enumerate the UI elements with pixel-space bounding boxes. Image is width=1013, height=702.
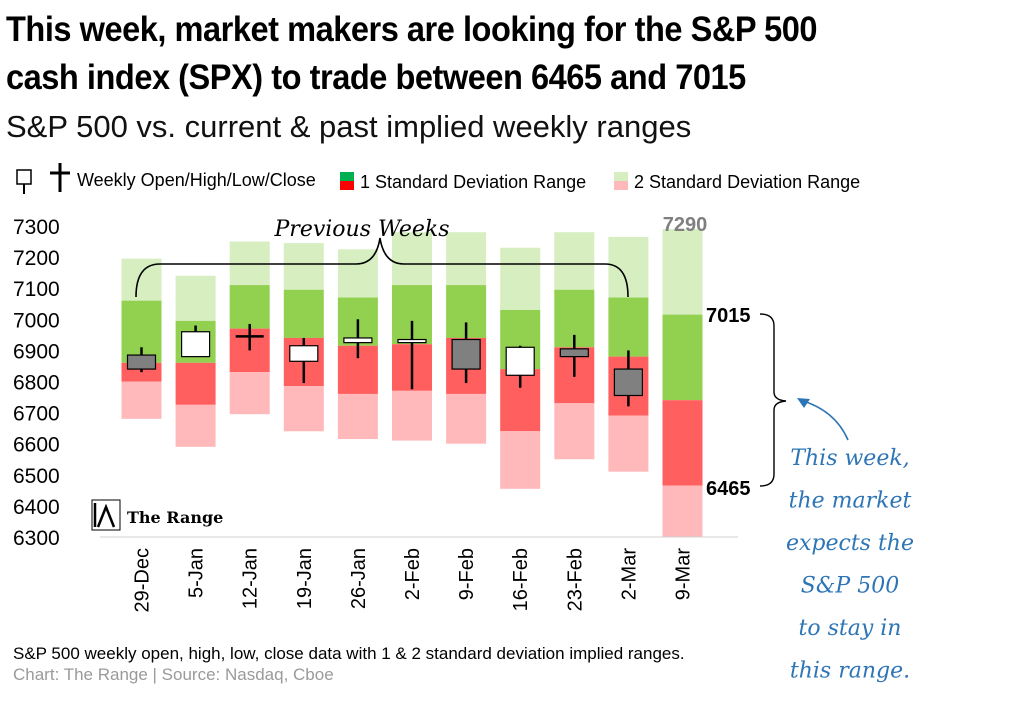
x-tick-label: 12-Jan [240, 548, 262, 609]
candle-body [397, 338, 427, 344]
y-tick-label: 6300 [13, 527, 60, 550]
two-sd-lower-band [554, 403, 595, 460]
two-sd-lower-band [121, 381, 162, 419]
callout-line: the market [789, 489, 912, 514]
one-sd-upper-band [283, 289, 324, 338]
two-sd-upper-band [500, 247, 541, 310]
two-sd-lower-band [608, 415, 649, 472]
x-tick-label: 19-Jan [294, 548, 316, 609]
sd1-legend-swatch [340, 172, 354, 190]
two-sd-upper-band [554, 232, 595, 290]
one-sd-lower-band [662, 400, 703, 486]
two-sd-lower-band [500, 431, 541, 489]
y-axis: 7300 7200 7100 7000 6900 6800 6700 6600 6500 6400… [13, 216, 60, 550]
x-tick-label: 9-Mar [673, 548, 695, 601]
x-tick-label: 16-Feb [510, 548, 532, 611]
two-sd-lower-band [337, 393, 378, 440]
lower-1sd-value-label: 6465 [706, 478, 751, 500]
two-sd-lower-band [175, 404, 216, 447]
candle-legend-icon [16, 169, 32, 194]
candle-body [289, 345, 319, 362]
one-sd-upper-band [229, 285, 270, 329]
legend-ohlc-label: Weekly Open/High/Low/Close [77, 170, 316, 190]
y-tick-label: 7300 [13, 216, 60, 239]
two-sd-upper-band [446, 232, 487, 286]
upper-1sd-value-label: 7015 [706, 305, 751, 327]
x-tick-label: 5-Jan [186, 548, 208, 598]
candle-body [126, 354, 157, 370]
legend: Weekly Open/High/Low/Close 1 Standard De… [16, 163, 860, 194]
callout-line: to stay in [799, 616, 902, 641]
x-tick-label: 23-Feb [564, 548, 586, 611]
previous-weeks-brace [135, 237, 629, 298]
y-tick-label: 7200 [13, 247, 60, 270]
cross-legend-icon [50, 163, 70, 192]
callout-line: expects the [786, 531, 914, 556]
x-tick-label: 9-Feb [456, 548, 478, 600]
two-sd-lower-band [662, 485, 703, 537]
previous-weeks-label: Previous Weeks [274, 217, 450, 242]
candle-body [451, 338, 481, 370]
sd2-legend-swatch [614, 172, 628, 190]
two-sd-upper-band [608, 236, 649, 298]
two-sd-upper-band [121, 258, 162, 301]
title-line-1: This week, market makers are looking for… [6, 10, 818, 49]
two-sd-lower-band [283, 386, 324, 432]
callout-line: S&P 500 [801, 574, 899, 599]
x-tick-label: 29-Dec [132, 548, 154, 612]
two-sd-upper-band [392, 232, 432, 286]
two-sd-lower-band [229, 372, 270, 415]
candle-body [559, 348, 589, 358]
brand-name: The Range [127, 508, 223, 527]
y-tick-label: 6900 [13, 340, 60, 363]
legend-sd2-label: 2 Standard Deviation Range [634, 172, 860, 192]
candle-body [505, 346, 535, 376]
chart-subtitle: S&P 500 vs. current & past implied weekl… [6, 109, 692, 144]
y-tick-label: 6700 [13, 403, 60, 426]
one-sd-upper-band [662, 314, 703, 401]
top-2sd-value-label: 7290 [663, 214, 708, 236]
callout-line: this range. [790, 659, 910, 684]
two-sd-lower-band [446, 393, 487, 444]
x-tick-label: 26-Jan [348, 548, 370, 609]
one-sd-upper-band [608, 297, 649, 357]
two-sd-upper-band [283, 243, 324, 290]
y-tick-label: 6500 [13, 465, 60, 488]
chart-footnote: S&P 500 weekly open, high, low, close da… [13, 644, 685, 663]
candle-body [181, 331, 211, 358]
legend-sd1-label: 1 Standard Deviation Range [360, 172, 586, 192]
range-bracket [759, 313, 787, 487]
x-axis: 29-Dec 5-Jan 12-Jan 19-Jan 26-Jan 2-Feb 9-Feb 1… [132, 548, 695, 613]
two-sd-upper-band [175, 275, 216, 321]
y-tick-label: 7000 [13, 309, 60, 332]
title-line-2: cash index (SPX) to trade between 6465 a… [6, 58, 746, 97]
the-range-logo [91, 499, 121, 531]
callout-arrow [797, 398, 849, 441]
y-tick-label: 7100 [13, 278, 60, 301]
callout-text: This week, the market expects the S&P 500 to… [786, 446, 914, 684]
two-sd-lower-band [392, 390, 432, 441]
chart-source: Chart: The Range | Source: Nasdaq, Cboe [13, 665, 334, 684]
y-tick-label: 6400 [13, 496, 60, 519]
one-sd-lower-band [175, 362, 216, 405]
candle-body [613, 368, 644, 397]
x-tick-label: 2-Feb [402, 548, 424, 600]
plot-area [121, 229, 703, 537]
two-sd-upper-band [662, 229, 703, 315]
y-tick-label: 6600 [13, 434, 60, 457]
x-tick-label: 2-Mar [618, 548, 640, 601]
candle-body [343, 337, 373, 344]
callout-line: This week, [790, 446, 909, 471]
y-tick-label: 6800 [13, 372, 60, 395]
